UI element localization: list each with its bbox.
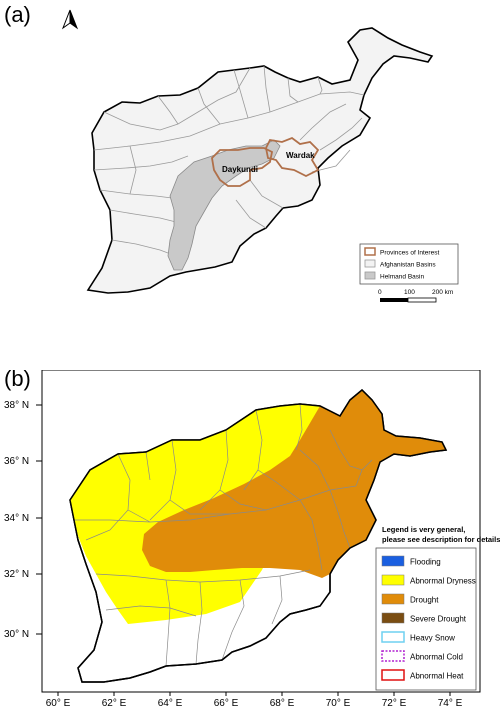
lat-label-32: 32° N <box>4 569 29 580</box>
legend-label-helmand: Helmand Basin <box>380 274 424 281</box>
scale-tick-200: 200 km <box>432 289 453 296</box>
basin-boundaries <box>93 65 365 257</box>
daykundi-province <box>211 147 274 187</box>
legend-swatch-severe-drought <box>381 612 405 624</box>
legend-swatch-drought <box>381 593 405 605</box>
lon-label-68: 68° E <box>270 698 295 709</box>
afghanistan-outline-b <box>69 388 448 683</box>
lon-label-60: 60° E <box>46 698 71 709</box>
lat-label-38: 38° N <box>4 400 29 411</box>
legend-label-drought: Drought <box>410 596 439 605</box>
legend-swatch-helmand <box>364 271 376 280</box>
panel-b-legend: Flooding Abnormal Dryness Drought Severe Dr… <box>375 547 477 691</box>
legend-note-line1: Legend is very general, <box>382 525 465 534</box>
lon-label-72: 72° E <box>382 698 407 709</box>
longitude-ticks <box>57 692 451 696</box>
lon-label-64: 64° E <box>158 698 183 709</box>
longitude-axis: 60° E 62° E 64° E 66° E 68° E 70° E 72° … <box>46 698 463 709</box>
legend-swatch-provinces <box>364 247 376 256</box>
lat-label-34: 34° N <box>4 513 29 524</box>
legend-swatch-basins <box>364 259 376 268</box>
latitude-axis: 38° N 36° N 34° N 32° N 30° N <box>4 400 42 640</box>
lon-label-62: 62° E <box>102 698 127 709</box>
legend-swatch-abnormal-heat <box>381 669 405 681</box>
legend-label-abnormal-cold: Abnormal Cold <box>410 653 463 662</box>
lat-label-36: 36° N <box>4 456 29 467</box>
lat-label-30: 30° N <box>4 629 29 640</box>
wardak-province <box>265 136 320 178</box>
lon-label-66: 66° E <box>214 698 239 709</box>
legend-label-heavy-snow: Heavy Snow <box>410 634 455 643</box>
legend-note-line2: please see description for details. <box>382 535 500 544</box>
panel-a-legend: Provinces of Interest Afghanistan Basins… <box>359 243 459 285</box>
legend-label-provinces: Provinces of Interest <box>380 250 439 257</box>
legend-label-basins: Afghanistan Basins <box>380 262 436 269</box>
panel-a-label: (a) <box>4 2 31 27</box>
legend-swatch-abnormal-dryness <box>381 574 405 586</box>
lon-label-70: 70° E <box>326 698 351 709</box>
scale-tick-0: 0 <box>378 289 382 296</box>
legend-swatch-abnormal-cold <box>381 650 405 662</box>
legend-label-severe-drought: Severe Drought <box>410 615 467 624</box>
province-boundaries <box>74 403 373 667</box>
legend-label-abnormal-heat: Abnormal Heat <box>410 672 464 681</box>
legend-label-flooding: Flooding <box>410 558 441 567</box>
province-label-daykundi: Daykundi <box>222 165 258 174</box>
legend-swatch-flooding <box>381 555 405 567</box>
lon-label-74: 74° E <box>438 698 463 709</box>
panel-b-label: (b) <box>4 366 31 391</box>
scale-tick-100: 100 <box>404 289 415 296</box>
legend-label-abnormal-dryness: Abnormal Dryness <box>410 577 476 586</box>
province-label-wardak: Wardak <box>286 151 315 160</box>
scale-bar: 0 100 200 km <box>378 289 453 303</box>
legend-swatch-heavy-snow <box>381 631 405 643</box>
panel-a-map: Daykundi Wardak Provinces of Interest Af… <box>61 9 459 303</box>
north-arrow-icon <box>61 9 79 30</box>
panel-b-map: 38° N 36° N 34° N 32° N 30° N 60° E 62° … <box>4 370 500 709</box>
